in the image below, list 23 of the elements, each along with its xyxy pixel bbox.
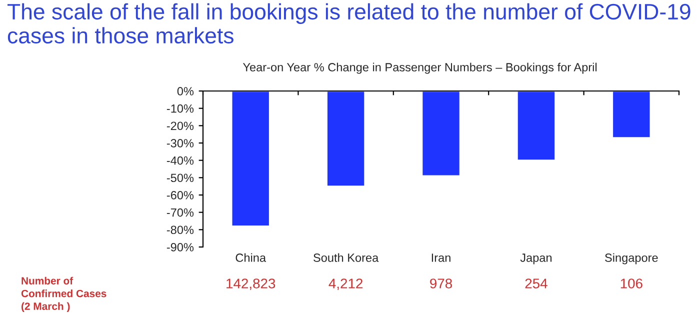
text: 4,212 bbox=[328, 278, 362, 290]
text: 142,823 bbox=[226, 278, 276, 290]
y-tick-label: -30% bbox=[166, 139, 194, 148]
y-tick-label: -60% bbox=[166, 191, 194, 200]
x-tick-label: China bbox=[236, 253, 266, 262]
x-tick-label: South Korea bbox=[314, 253, 379, 262]
y-tick-label: -50% bbox=[166, 174, 194, 182]
x-tick-label: Singapore bbox=[605, 253, 658, 264]
text: 978 bbox=[430, 278, 452, 288]
chart-subtitle: Year-on Year % Change in Passenger Numbers – Bookings for April bbox=[242, 62, 597, 74]
x-tick-label: Japan bbox=[520, 254, 552, 264]
text: 254 bbox=[525, 278, 548, 288]
x-tick-label: Iran bbox=[432, 254, 450, 262]
y-tick-label: -70% bbox=[166, 208, 194, 217]
y-tick-label: -90% bbox=[166, 243, 194, 252]
y-tick-label: -80% bbox=[166, 226, 194, 234]
y-tick-label: -10% bbox=[166, 104, 194, 113]
y-tick-label: 0% bbox=[177, 87, 194, 96]
y-tick-label: -40% bbox=[166, 156, 194, 165]
text: 106 bbox=[620, 278, 642, 288]
chart-title: The scale of the fall in bookings is related to the number of COVID-19 cases in those markets bbox=[8, 3, 690, 44]
y-tick-label: -20% bbox=[166, 122, 194, 130]
text: Number of Confirmed Cases (2 March ) bbox=[21, 276, 106, 312]
